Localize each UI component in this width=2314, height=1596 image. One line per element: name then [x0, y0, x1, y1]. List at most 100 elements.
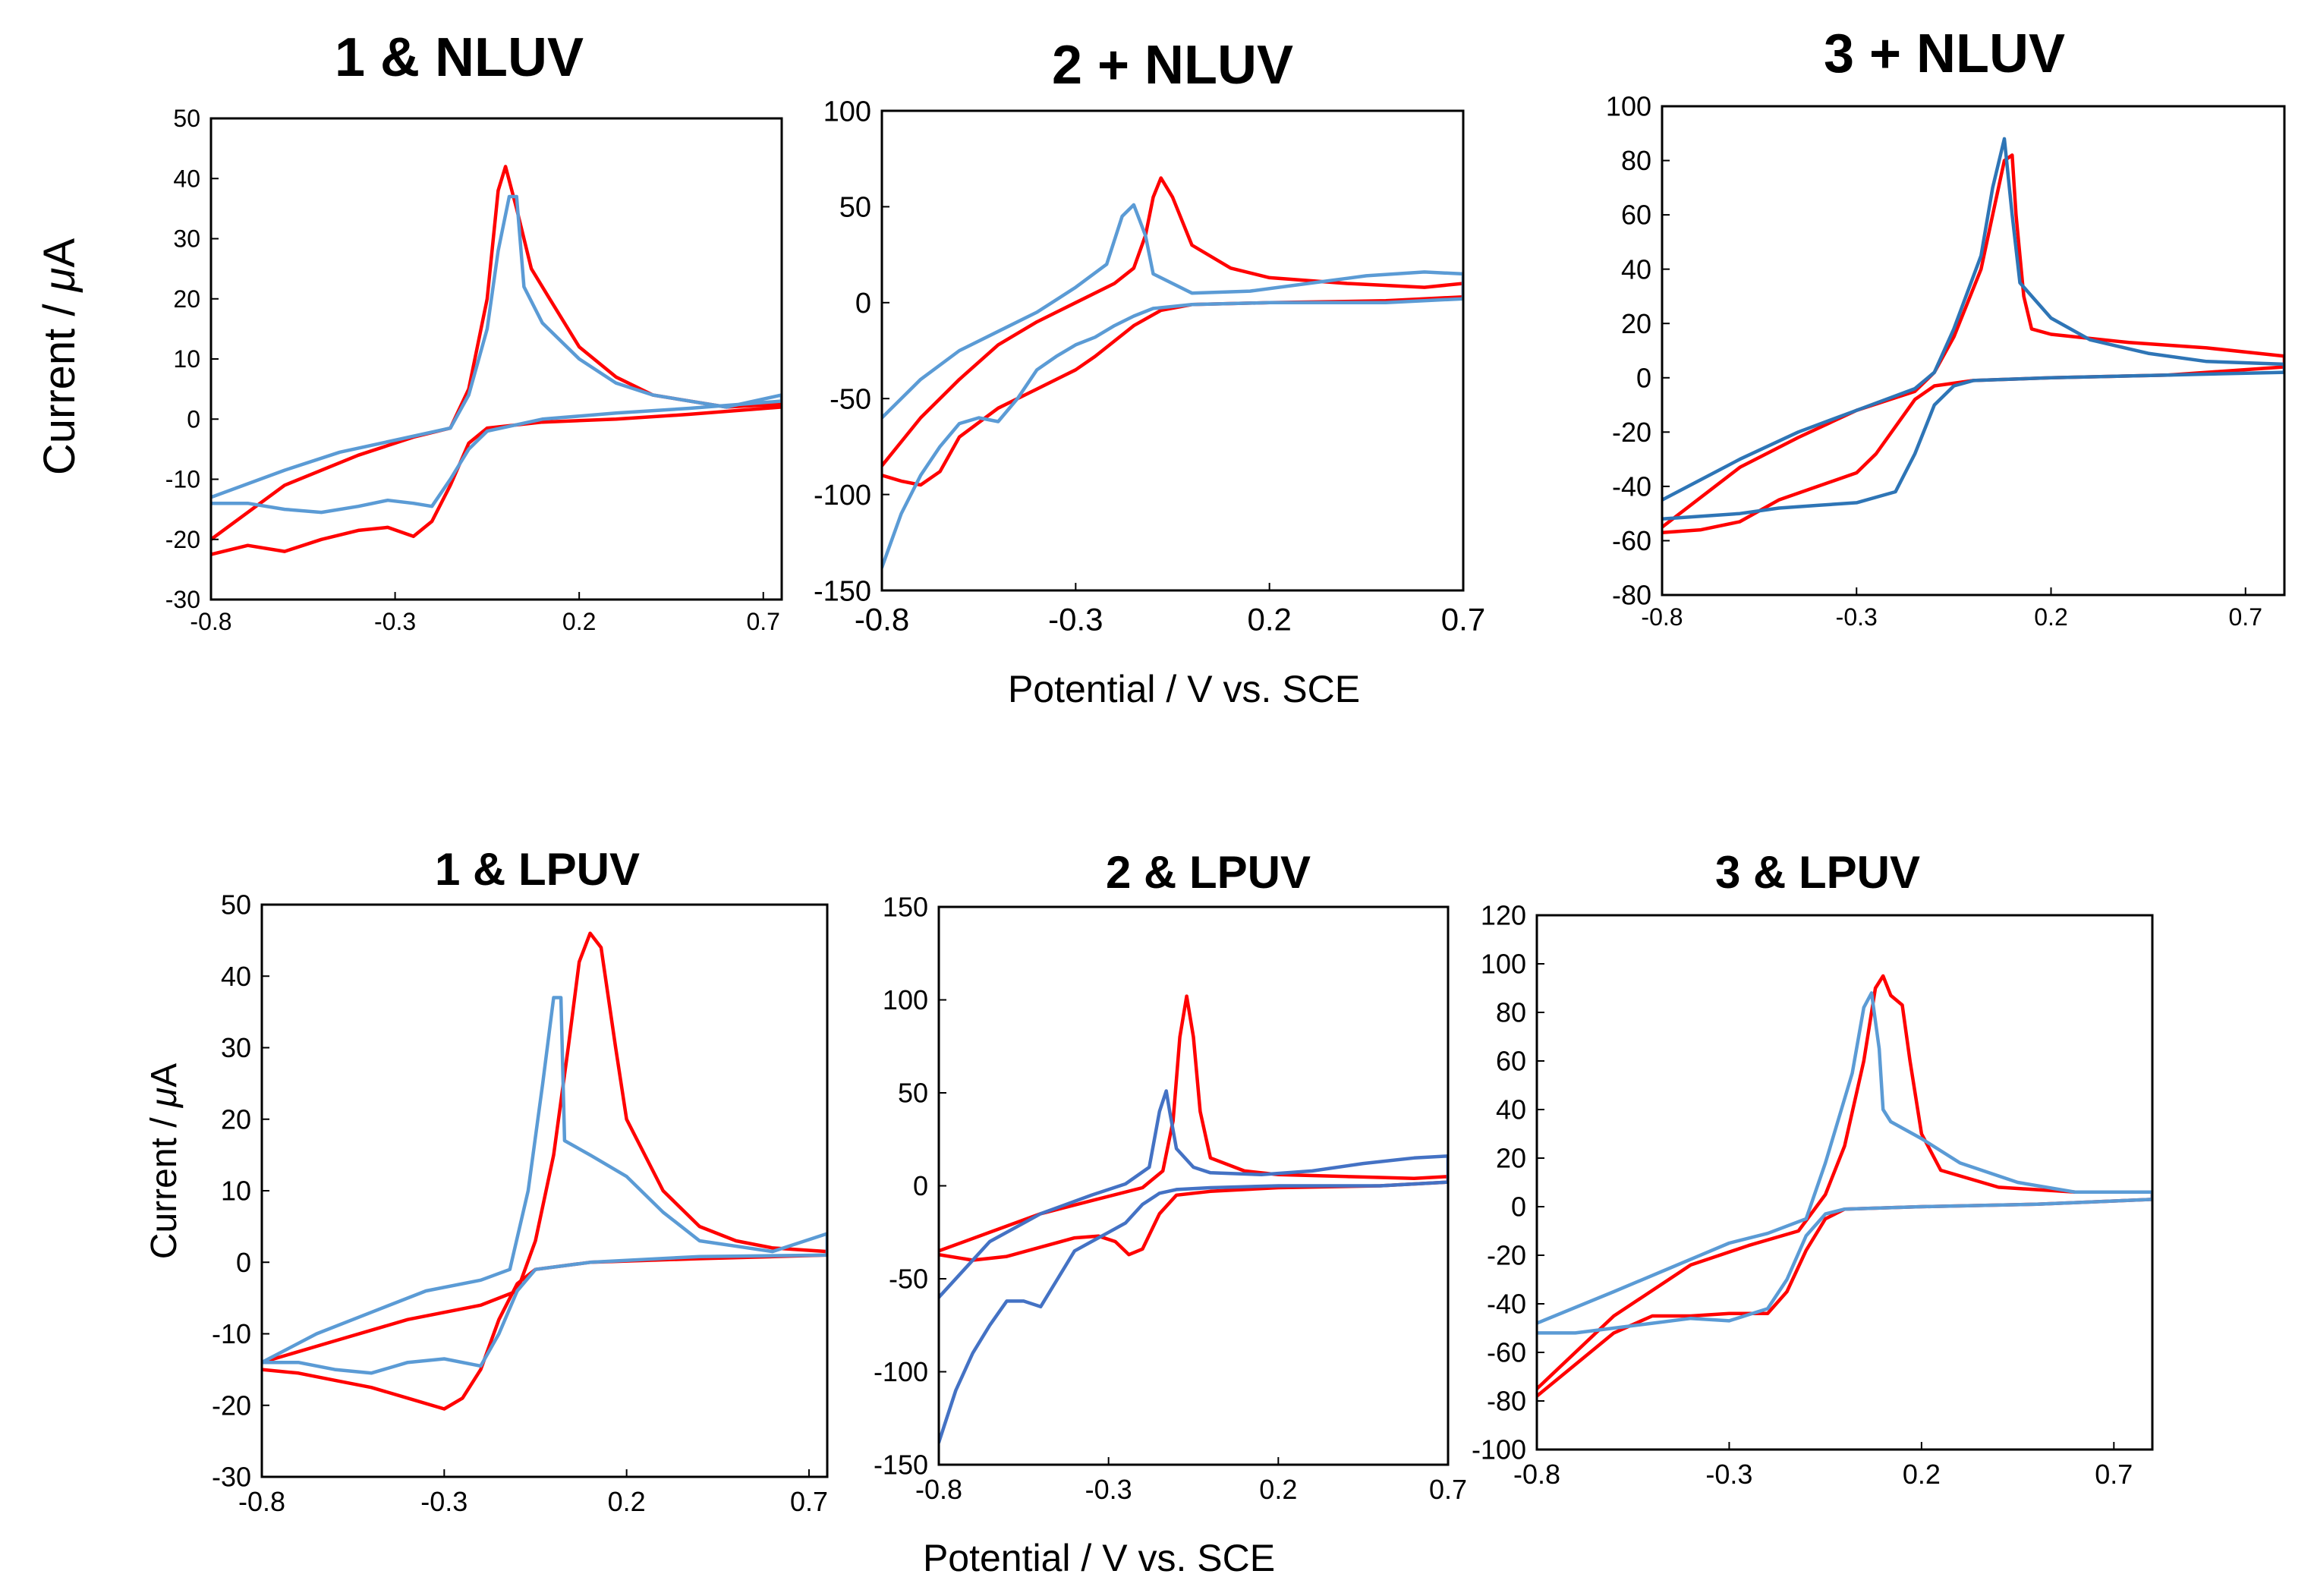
- x-tick-label: -0.8: [855, 602, 909, 637]
- x-tick-label: 0.7: [1441, 602, 1485, 637]
- x-tick-label: 0.2: [2034, 603, 2067, 631]
- plot-frame: [880, 109, 1465, 592]
- x-tick-label: -0.8: [1641, 603, 1683, 631]
- y-tick-label: 40: [1496, 1094, 1526, 1125]
- y-tick-label: 60: [1496, 1046, 1526, 1077]
- series-line-red: [882, 176, 1463, 487]
- y-tick-label: -80: [1612, 580, 1651, 611]
- y-tick-label: 50: [898, 1078, 928, 1109]
- y-axis-label-bottom: Current / μA: [144, 1063, 184, 1259]
- y-tick-label: 150: [883, 892, 928, 923]
- y-tick-label: 100: [883, 984, 928, 1015]
- y-tick-label: 30: [221, 1032, 251, 1063]
- series-group: [939, 994, 1448, 1444]
- y-tick-label: 50: [221, 889, 251, 921]
- x-tick-label: -0.8: [238, 1486, 285, 1517]
- series-line-blue: [1662, 137, 2284, 521]
- y-tick-label: -150: [874, 1450, 928, 1481]
- y-tick-label: -20: [212, 1390, 251, 1421]
- y-tick-label: -150: [814, 575, 871, 607]
- plot-frame: [1661, 105, 2286, 597]
- y-tick-label: 120: [1481, 900, 1526, 931]
- y-tick-label: -20: [1612, 417, 1651, 448]
- y-tick-label: -80: [1487, 1386, 1526, 1417]
- y-tick-label: 40: [1621, 253, 1651, 285]
- y-tick-label: -100: [1472, 1434, 1526, 1465]
- x-tick-label: 0.2: [1903, 1459, 1941, 1490]
- series-line-blue: [211, 194, 782, 515]
- chart-title: 3 + NLUV: [1824, 24, 2065, 84]
- y-tick-label: -20: [1487, 1240, 1526, 1271]
- x-tick-label: 0.2: [562, 608, 596, 635]
- y-tick-label: -20: [165, 526, 200, 553]
- y-tick-label: 20: [1621, 308, 1651, 339]
- y-tick-label: 30: [173, 225, 200, 253]
- y-tick-label: 20: [221, 1103, 251, 1135]
- y-tick-label: 40: [221, 961, 251, 992]
- series-group: [1662, 137, 2284, 534]
- y-tick-label: -50: [889, 1264, 928, 1295]
- plot-frame: [209, 117, 783, 601]
- y-tick-label: 50: [173, 105, 200, 132]
- y-tick-label: 60: [1621, 200, 1651, 231]
- x-axis-label-top: Potential / V vs. SCE: [1008, 668, 1360, 710]
- series-group: [882, 176, 1463, 569]
- y-tick-label: -30: [212, 1462, 251, 1493]
- y-axis-label-top: Current / μA: [35, 238, 84, 476]
- series-group: [1537, 974, 2152, 1398]
- panel-3-lpuv: 3 & LPUV -100 -80 -60 -40 -20 0 20 40 60 80 100 120 -…: [1472, 847, 2154, 1490]
- panel-3-nluv: 3 + NLUV -80 -60 -40 -20 0 20 40 60 80 100 -0.8 -0.3…: [1606, 24, 2286, 631]
- panel-1-lpuv: 1 & LPUV -30 -20 -10 0 10 20 30 40 50 -0.8 -0.3 0.2 0…: [212, 844, 829, 1517]
- x-tick-label: -0.3: [1085, 1474, 1132, 1505]
- y-tick-label: -60: [1487, 1337, 1526, 1368]
- y-tick-label: 100: [1481, 949, 1526, 980]
- x-tick-label: -0.8: [190, 608, 231, 635]
- y-tick-label: -50: [830, 384, 871, 416]
- y-tick-label: -10: [165, 466, 200, 493]
- series-line-red: [211, 165, 782, 556]
- chart-title: 3 & LPUV: [1715, 847, 1920, 898]
- y-tick-label: 10: [221, 1176, 251, 1207]
- y-tick-label: -60: [1612, 525, 1651, 556]
- series-group: [262, 931, 827, 1411]
- chart-title: 2 & LPUV: [1106, 847, 1311, 898]
- x-tick-label: 0.7: [2229, 603, 2262, 631]
- series-line-red: [1537, 974, 2152, 1398]
- x-tick-label: 0.2: [608, 1486, 646, 1517]
- plot-frame: [1535, 914, 2154, 1451]
- x-axis-label-bottom: Potential / V vs. SCE: [923, 1537, 1275, 1579]
- y-tick-label: -40: [1487, 1289, 1526, 1320]
- series-line-blue: [262, 996, 827, 1375]
- x-tick-label: -0.8: [1513, 1459, 1560, 1490]
- y-tick-label: -100: [814, 480, 871, 512]
- y-tick-label: 0: [236, 1247, 251, 1278]
- x-tick-label: 0.2: [1259, 1474, 1297, 1505]
- series-line-blue: [882, 203, 1463, 569]
- chart-title: 1 & LPUV: [435, 844, 640, 895]
- x-tick-label: 0.7: [1429, 1474, 1467, 1505]
- chart-title: 1 & NLUV: [335, 27, 584, 88]
- x-tick-label: 0.7: [790, 1486, 828, 1517]
- y-tick-label: 100: [823, 96, 871, 127]
- y-tick-label: -100: [874, 1356, 928, 1387]
- panel-1-nluv: 1 & NLUV -30 -20 -10 0 10 20 30 40 50 -0.8 -0.3 0.2 0…: [165, 27, 783, 635]
- chart-title: 2 + NLUV: [1052, 35, 1293, 96]
- series-line-blue: [1537, 991, 2152, 1335]
- panel-2-nluv: 2 + NLUV -150 -100 -50 0 50 100 -0.8 -0.3 0.2 0.7: [814, 35, 1485, 637]
- y-tick-label: 20: [1496, 1143, 1526, 1174]
- y-tick-label: 0: [1636, 362, 1651, 393]
- y-tick-label: 0: [913, 1170, 928, 1201]
- y-tick-label: -40: [1612, 471, 1651, 502]
- series-line-red: [939, 994, 1448, 1262]
- series-line-blue: [939, 1089, 1448, 1444]
- y-tick-label: 10: [173, 345, 200, 373]
- panel-2-lpuv: 2 & LPUV -150 -100 -50 0 50 100 150 -0.8 -0.3 0.2 0…: [874, 847, 1467, 1505]
- series-group: [211, 165, 782, 556]
- x-tick-label: -0.3: [1048, 602, 1103, 637]
- series-line-red: [262, 931, 827, 1411]
- y-tick-label: 100: [1606, 91, 1651, 122]
- x-tick-label: -0.3: [374, 608, 416, 635]
- y-tick-label: 80: [1496, 997, 1526, 1028]
- y-tick-label: -30: [165, 586, 200, 613]
